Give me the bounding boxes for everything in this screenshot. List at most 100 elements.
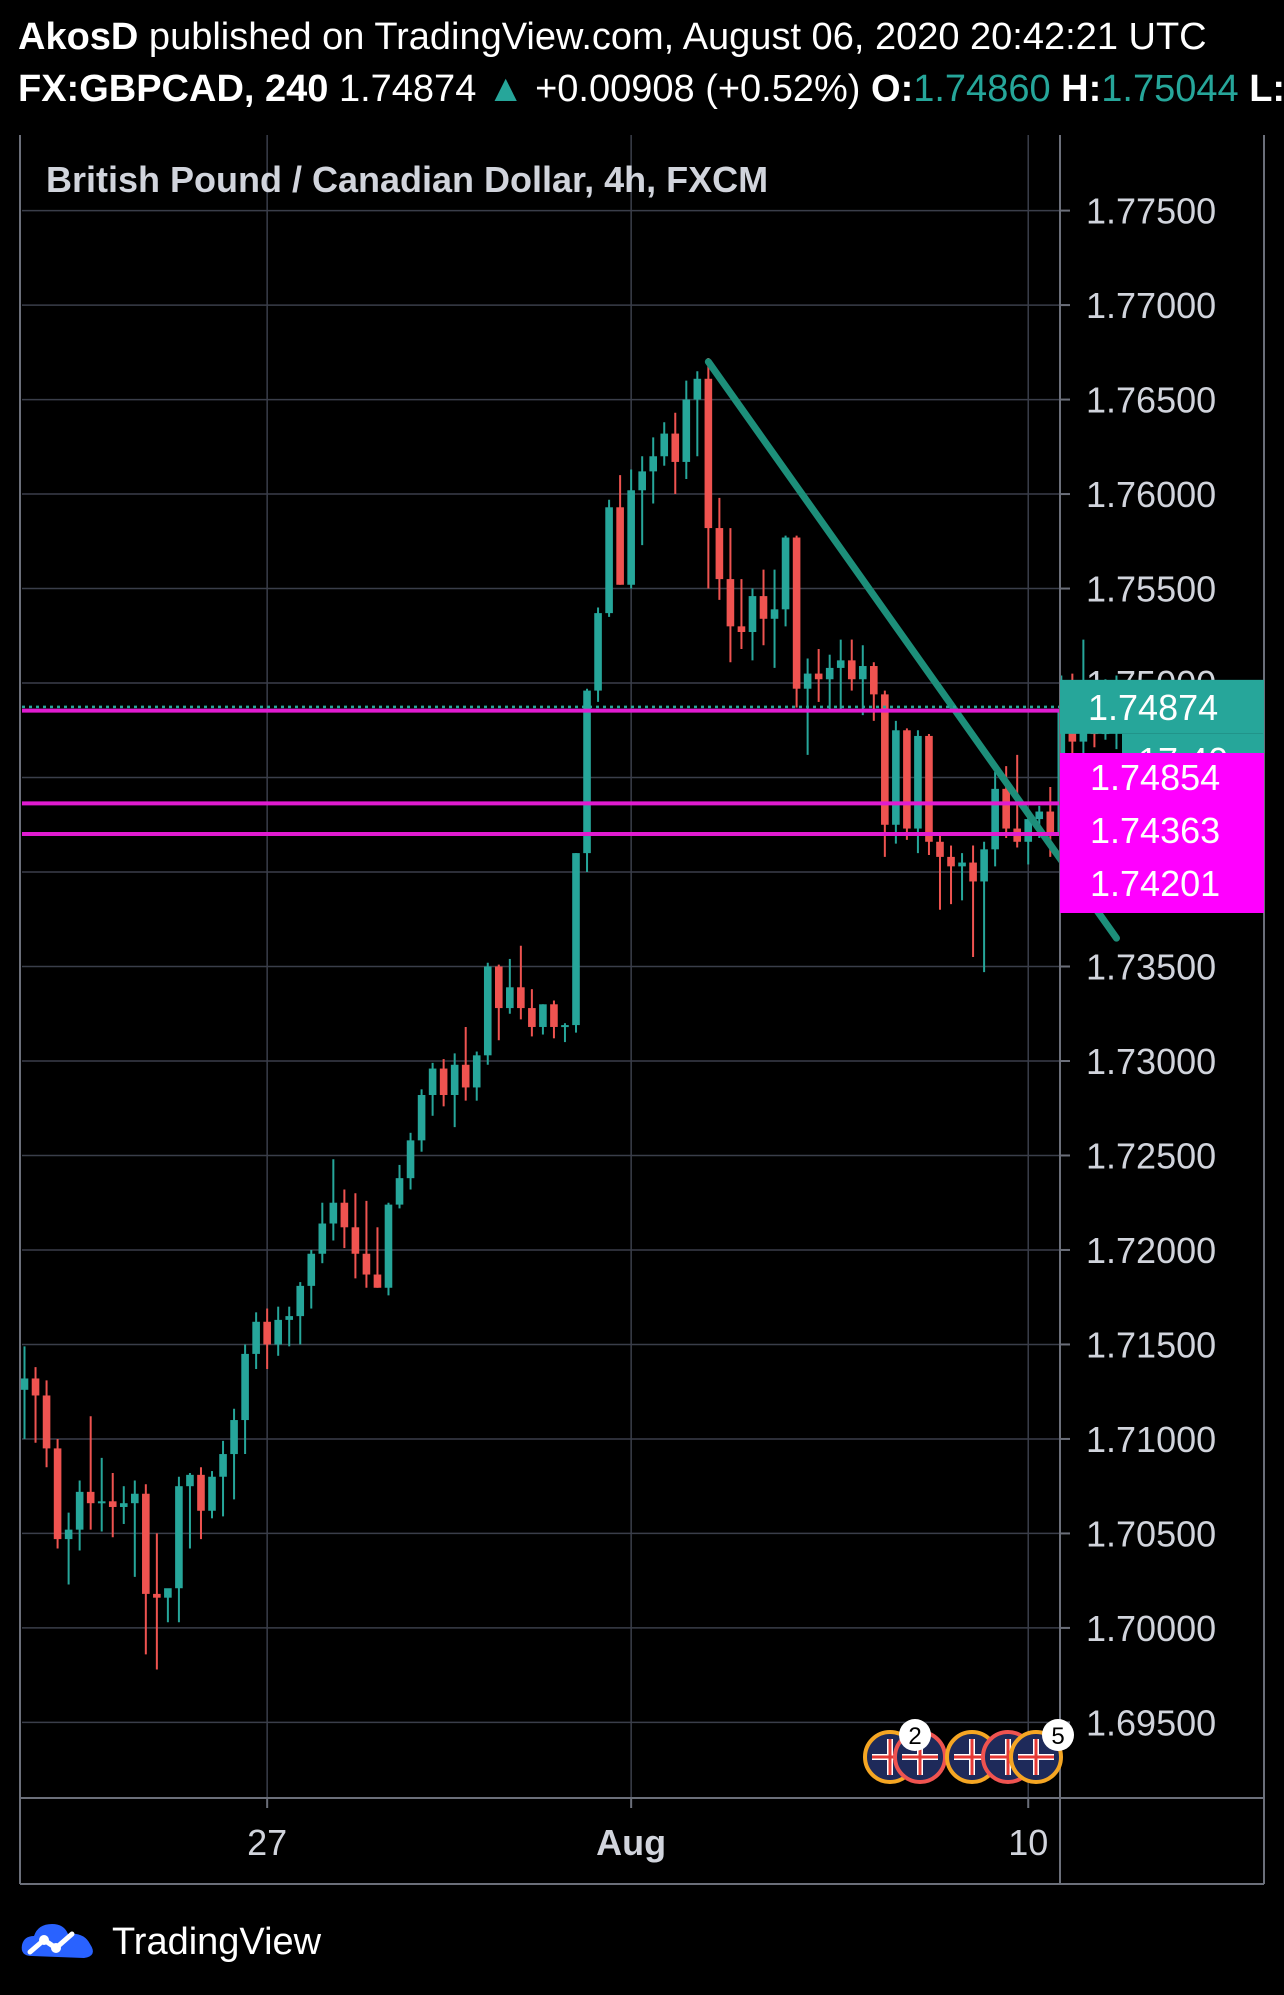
- candle: [461, 1026, 470, 1101]
- candle-body: [958, 862, 966, 867]
- candle: [947, 845, 955, 905]
- open-label: O:: [871, 68, 914, 110]
- candle: [847, 639, 856, 691]
- candle-body: [814, 673, 823, 680]
- candle-body: [616, 507, 624, 585]
- candle-body: [351, 1227, 360, 1254]
- candle: [31, 1367, 40, 1443]
- price-change: +0.00908 (+0.52%): [535, 68, 861, 110]
- candle: [53, 1438, 62, 1549]
- candle-body: [693, 378, 702, 400]
- candle-body: [748, 596, 757, 633]
- candle-body: [847, 660, 856, 680]
- candle-body: [803, 673, 812, 689]
- candle-body: [230, 1420, 238, 1455]
- candle-body: [142, 1493, 150, 1594]
- y-tick-label: 1.71500: [1086, 1324, 1216, 1365]
- candle: [726, 528, 735, 663]
- candle-body: [583, 690, 591, 854]
- candle: [131, 1480, 139, 1577]
- y-tick-label: 1.72500: [1086, 1135, 1216, 1176]
- y-tick-label: 1.71000: [1086, 1419, 1216, 1460]
- tradingview-brand[interactable]: TradingView: [112, 1920, 322, 1963]
- candle: [991, 771, 999, 867]
- candle: [517, 945, 525, 1020]
- candle-body: [20, 1378, 29, 1390]
- candle-body: [781, 537, 790, 610]
- low-label: L:: [1249, 68, 1284, 110]
- symbol-label[interactable]: FX:GBPCAD, 240: [18, 68, 329, 110]
- candle-body: [660, 433, 669, 457]
- price-lines: [22, 358, 1120, 942]
- candle: [230, 1408, 238, 1500]
- candle: [86, 1416, 95, 1530]
- candle-body: [384, 1204, 393, 1288]
- candle: [660, 422, 669, 466]
- candle-body: [208, 1476, 216, 1511]
- candle: [550, 1000, 558, 1039]
- candle: [75, 1480, 84, 1551]
- candle: [241, 1344, 249, 1455]
- candle-body: [682, 399, 691, 462]
- candle-body: [439, 1068, 448, 1096]
- candle: [384, 1202, 393, 1296]
- candle-body: [528, 1008, 536, 1027]
- author-name[interactable]: AkosD: [18, 16, 139, 58]
- candle-body: [483, 966, 492, 1056]
- candle: [142, 1484, 150, 1655]
- candle: [362, 1200, 371, 1288]
- candle-body: [947, 856, 955, 867]
- candle: [307, 1249, 316, 1309]
- candle: [373, 1227, 382, 1288]
- candle: [892, 720, 900, 844]
- candle-body: [1046, 811, 1055, 835]
- candle-body: [825, 667, 834, 680]
- candle-body: [936, 841, 944, 857]
- candle: [97, 1457, 106, 1532]
- candle-body: [1024, 819, 1033, 842]
- candle: [528, 989, 536, 1037]
- candle-body: [395, 1178, 404, 1205]
- candle-body: [153, 1593, 161, 1598]
- candle: [693, 371, 702, 457]
- y-tick-label: 1.70000: [1086, 1608, 1216, 1649]
- candle-body: [42, 1395, 51, 1449]
- candle-body: [494, 966, 503, 1009]
- candle-body: [175, 1486, 183, 1589]
- candle: [274, 1306, 282, 1356]
- candle-body: [715, 528, 724, 580]
- candle-body: [737, 626, 746, 633]
- candle: [539, 1004, 547, 1035]
- candle: [781, 535, 790, 627]
- candle-body: [31, 1378, 40, 1396]
- candle: [20, 1346, 29, 1439]
- candle: [583, 688, 591, 873]
- event-count-badge: [1042, 1719, 1074, 1751]
- candle-body: [296, 1285, 305, 1317]
- candle-body: [925, 735, 933, 842]
- candle-body: [219, 1454, 227, 1477]
- candle-body: [649, 456, 658, 472]
- candle-body: [472, 1055, 481, 1088]
- candle: [175, 1476, 183, 1623]
- candle-body: [164, 1588, 172, 1598]
- candle: [748, 588, 757, 661]
- trend-line: [704, 358, 1120, 942]
- x-tick-label: 27: [247, 1822, 287, 1863]
- candle: [561, 1023, 569, 1043]
- candle-body: [1002, 788, 1010, 829]
- last-price-label-box: [1060, 679, 1264, 734]
- candle-body: [858, 666, 867, 680]
- y-tick-label: 1.69500: [1086, 1702, 1216, 1743]
- candle-body: [450, 1064, 459, 1096]
- candle-body: [903, 730, 911, 829]
- event-count-badge: [899, 1719, 931, 1751]
- candle-body: [329, 1202, 338, 1224]
- candle: [616, 475, 624, 585]
- candle-body: [594, 613, 602, 691]
- candle: [737, 579, 746, 650]
- level-price-label: 1.74363: [1090, 810, 1220, 851]
- candle: [682, 380, 691, 479]
- candle-body: [119, 1503, 128, 1507]
